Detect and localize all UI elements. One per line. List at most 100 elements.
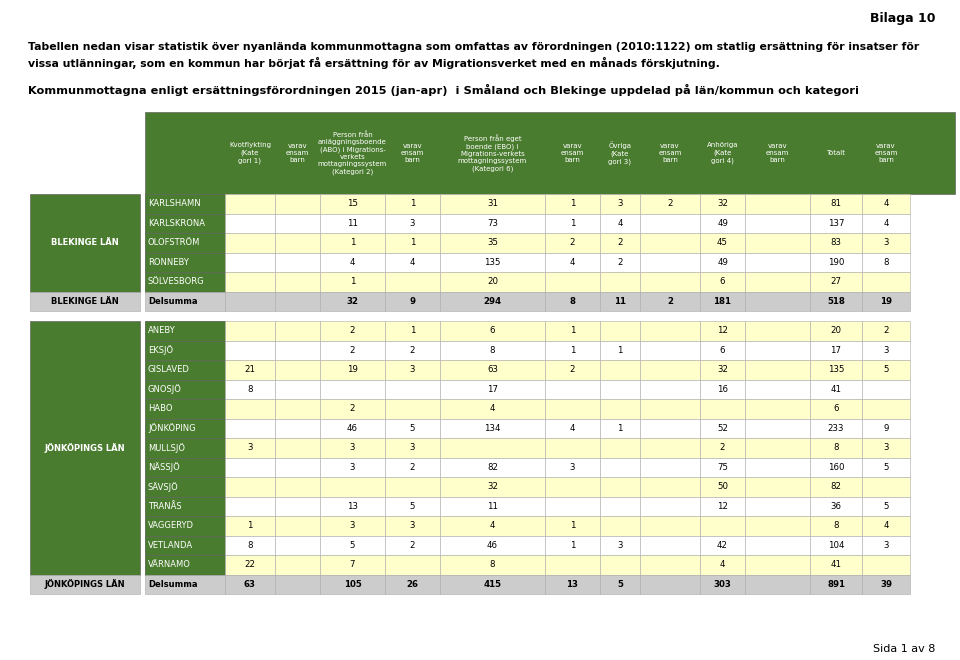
Text: JÖNKÖPING: JÖNKÖPING bbox=[148, 423, 196, 433]
Bar bbox=[225, 321, 275, 341]
Bar bbox=[145, 379, 225, 399]
Bar bbox=[745, 194, 810, 213]
Text: 35: 35 bbox=[487, 238, 498, 248]
Bar bbox=[440, 292, 545, 311]
Bar bbox=[275, 272, 320, 292]
Text: HABO: HABO bbox=[148, 404, 173, 413]
Bar bbox=[320, 233, 385, 253]
Text: Tabellen nedan visar statistik över nyanlända kommunmottagna som omfattas av för: Tabellen nedan visar statistik över nyan… bbox=[28, 42, 920, 69]
Text: 4: 4 bbox=[569, 258, 575, 267]
Bar bbox=[225, 418, 275, 438]
Text: 135: 135 bbox=[484, 258, 501, 267]
Text: 4: 4 bbox=[883, 218, 889, 228]
Text: BLEKINGE LÄN: BLEKINGE LÄN bbox=[51, 238, 119, 248]
Bar bbox=[320, 418, 385, 438]
Text: varav
ensam
barn: varav ensam barn bbox=[659, 143, 682, 163]
Bar bbox=[810, 496, 862, 516]
Bar bbox=[275, 438, 320, 457]
Text: Sida 1 av 8: Sida 1 av 8 bbox=[873, 644, 935, 654]
Bar bbox=[385, 516, 440, 535]
Bar bbox=[700, 360, 745, 380]
Bar bbox=[810, 253, 862, 272]
Text: 1: 1 bbox=[569, 521, 575, 530]
Text: 2: 2 bbox=[667, 297, 673, 306]
Bar bbox=[640, 253, 700, 272]
Text: GNOSJÖ: GNOSJÖ bbox=[148, 384, 181, 394]
Bar bbox=[862, 418, 910, 438]
Text: 13: 13 bbox=[566, 579, 579, 589]
Text: 1: 1 bbox=[617, 346, 623, 355]
Bar bbox=[545, 213, 600, 233]
Bar bbox=[145, 574, 225, 594]
Bar bbox=[862, 555, 910, 574]
Bar bbox=[600, 233, 640, 253]
Bar bbox=[545, 516, 600, 535]
Text: MULLSJÖ: MULLSJÖ bbox=[148, 443, 185, 453]
Text: Person från
anläggningsboende
(ABO) i Migrations-
verkets
mottagningssystem
(Kat: Person från anläggningsboende (ABO) i Mi… bbox=[318, 131, 387, 175]
Bar bbox=[700, 341, 745, 360]
Text: 11: 11 bbox=[614, 297, 626, 306]
Bar bbox=[275, 360, 320, 380]
Text: 233: 233 bbox=[828, 424, 844, 433]
Bar bbox=[810, 213, 862, 233]
Bar bbox=[225, 477, 275, 496]
Bar bbox=[145, 253, 225, 272]
Bar bbox=[700, 399, 745, 418]
Bar bbox=[385, 438, 440, 457]
Bar bbox=[545, 418, 600, 438]
Bar bbox=[275, 292, 320, 311]
Text: 891: 891 bbox=[827, 579, 845, 589]
Text: 1: 1 bbox=[569, 199, 575, 209]
Bar bbox=[145, 418, 225, 438]
Text: 3: 3 bbox=[410, 365, 416, 374]
Text: Övriga
(Kate
gori 3): Övriga (Kate gori 3) bbox=[609, 141, 632, 165]
Text: 3: 3 bbox=[349, 444, 355, 452]
Text: 27: 27 bbox=[830, 277, 842, 286]
Bar bbox=[225, 194, 275, 213]
Text: 3: 3 bbox=[410, 218, 416, 228]
Bar bbox=[145, 213, 225, 233]
Bar bbox=[440, 253, 545, 272]
Bar bbox=[600, 496, 640, 516]
Bar bbox=[275, 341, 320, 360]
Text: 2: 2 bbox=[410, 541, 416, 550]
Bar bbox=[145, 516, 225, 535]
Bar bbox=[862, 292, 910, 311]
Text: VAGGERYD: VAGGERYD bbox=[148, 521, 194, 530]
Bar bbox=[275, 399, 320, 418]
Text: 1: 1 bbox=[569, 541, 575, 550]
Text: 1: 1 bbox=[410, 238, 416, 248]
Bar bbox=[385, 292, 440, 311]
Bar bbox=[545, 399, 600, 418]
Bar bbox=[700, 496, 745, 516]
Text: 20: 20 bbox=[830, 326, 842, 335]
Bar bbox=[145, 272, 225, 292]
Bar bbox=[545, 233, 600, 253]
Bar bbox=[810, 360, 862, 380]
Bar bbox=[145, 535, 225, 555]
Bar bbox=[545, 379, 600, 399]
Bar bbox=[862, 516, 910, 535]
Text: 6: 6 bbox=[720, 277, 725, 286]
Bar bbox=[810, 457, 862, 477]
Text: 21: 21 bbox=[245, 365, 255, 374]
Bar bbox=[700, 516, 745, 535]
Bar bbox=[745, 555, 810, 574]
Text: TRANÅS: TRANÅS bbox=[148, 502, 181, 511]
Bar bbox=[225, 555, 275, 574]
Bar bbox=[640, 272, 700, 292]
Text: RONNEBY: RONNEBY bbox=[148, 258, 189, 267]
Bar bbox=[745, 418, 810, 438]
Text: 46: 46 bbox=[347, 424, 358, 433]
Bar bbox=[440, 457, 545, 477]
Bar bbox=[385, 341, 440, 360]
Text: 46: 46 bbox=[487, 541, 498, 550]
Bar bbox=[440, 321, 545, 341]
Text: Delsumma: Delsumma bbox=[148, 297, 198, 306]
Text: 4: 4 bbox=[349, 258, 355, 267]
Bar bbox=[320, 213, 385, 233]
Bar bbox=[145, 292, 225, 311]
Bar bbox=[600, 457, 640, 477]
Text: 4: 4 bbox=[490, 521, 495, 530]
Bar bbox=[640, 321, 700, 341]
